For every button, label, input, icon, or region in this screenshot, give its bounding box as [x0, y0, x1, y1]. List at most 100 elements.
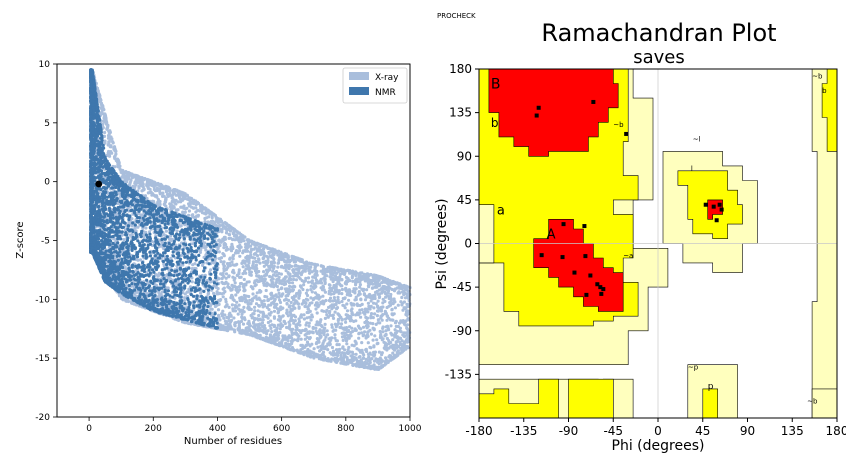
data-point [372, 306, 376, 310]
data-point [315, 311, 319, 315]
data-point [219, 220, 223, 224]
data-point [352, 319, 356, 323]
data-point [367, 304, 371, 308]
data-point [366, 310, 370, 314]
data-point [117, 292, 121, 296]
data-point [357, 277, 361, 281]
data-point [292, 258, 296, 262]
data-point [379, 334, 383, 338]
data-point [276, 265, 280, 269]
data-point [285, 308, 289, 312]
data-point [359, 298, 363, 302]
data-point [307, 324, 311, 328]
data-point [107, 141, 111, 145]
data-point [343, 296, 347, 300]
data-point [395, 329, 399, 333]
data-point [276, 288, 280, 292]
data-point [304, 327, 308, 331]
data-point [361, 334, 365, 338]
data-point [237, 303, 241, 307]
data-point [307, 321, 311, 325]
data-point [234, 288, 238, 292]
data-point [229, 288, 233, 292]
data-point [329, 292, 333, 296]
data-point [360, 277, 364, 281]
data-point [288, 304, 292, 308]
data-point [256, 280, 260, 284]
data-point [200, 211, 205, 215]
data-point [250, 286, 254, 290]
data-point [281, 256, 285, 261]
data-point [274, 270, 279, 274]
data-point [303, 301, 307, 305]
data-point [249, 330, 253, 334]
data-point [232, 278, 236, 282]
data-point [297, 320, 302, 324]
data-point [305, 288, 309, 292]
data-point [309, 280, 313, 284]
data-point [388, 301, 392, 305]
data-point [165, 274, 169, 278]
data-point [228, 257, 232, 261]
data-point [125, 180, 129, 184]
data-point [331, 316, 336, 320]
data-point [140, 180, 144, 184]
data-point [340, 287, 344, 292]
data-point [306, 310, 310, 315]
data-point [233, 281, 237, 285]
data-point [254, 302, 259, 306]
data-point [355, 271, 359, 275]
data-point [335, 266, 339, 270]
data-point [125, 176, 129, 180]
data-point [315, 304, 320, 308]
data-point [258, 261, 262, 265]
data-point [401, 347, 405, 351]
data-point [222, 286, 226, 290]
data-point [406, 329, 410, 333]
data-point [215, 290, 219, 294]
data-point [229, 314, 233, 318]
data-point [245, 280, 249, 284]
data-point [264, 282, 268, 286]
data-point [298, 284, 303, 288]
data-point [266, 320, 270, 325]
data-point [254, 263, 258, 267]
data-point [112, 145, 117, 149]
data-point [393, 332, 397, 336]
data-point [315, 293, 319, 297]
data-point [319, 300, 323, 304]
data-point [369, 316, 373, 320]
data-point [315, 320, 319, 324]
data-point [230, 303, 234, 307]
data-point [363, 273, 367, 277]
data-point [156, 274, 160, 278]
data-point [338, 267, 343, 272]
data-point [136, 181, 140, 185]
data-point [327, 359, 331, 363]
data-point [297, 296, 301, 300]
data-point [204, 216, 209, 220]
data-point [191, 199, 195, 203]
data-point [343, 317, 348, 321]
data-point [169, 234, 173, 238]
data-point [294, 271, 298, 275]
data-point [384, 356, 388, 360]
data-point [304, 297, 308, 301]
data-point [277, 314, 281, 318]
data-point [248, 323, 252, 328]
data-point [282, 319, 286, 324]
data-point [188, 196, 192, 200]
data-point [337, 280, 341, 284]
data-point [336, 295, 340, 299]
data-point [142, 187, 146, 191]
data-point [337, 313, 341, 317]
data-point [271, 339, 275, 343]
data-point [327, 342, 331, 346]
data-point [124, 170, 128, 174]
data-point [106, 136, 111, 140]
data-point [343, 348, 347, 352]
data-point [289, 258, 293, 262]
data-point [319, 269, 323, 273]
data-point [257, 245, 261, 249]
data-point [181, 197, 185, 201]
